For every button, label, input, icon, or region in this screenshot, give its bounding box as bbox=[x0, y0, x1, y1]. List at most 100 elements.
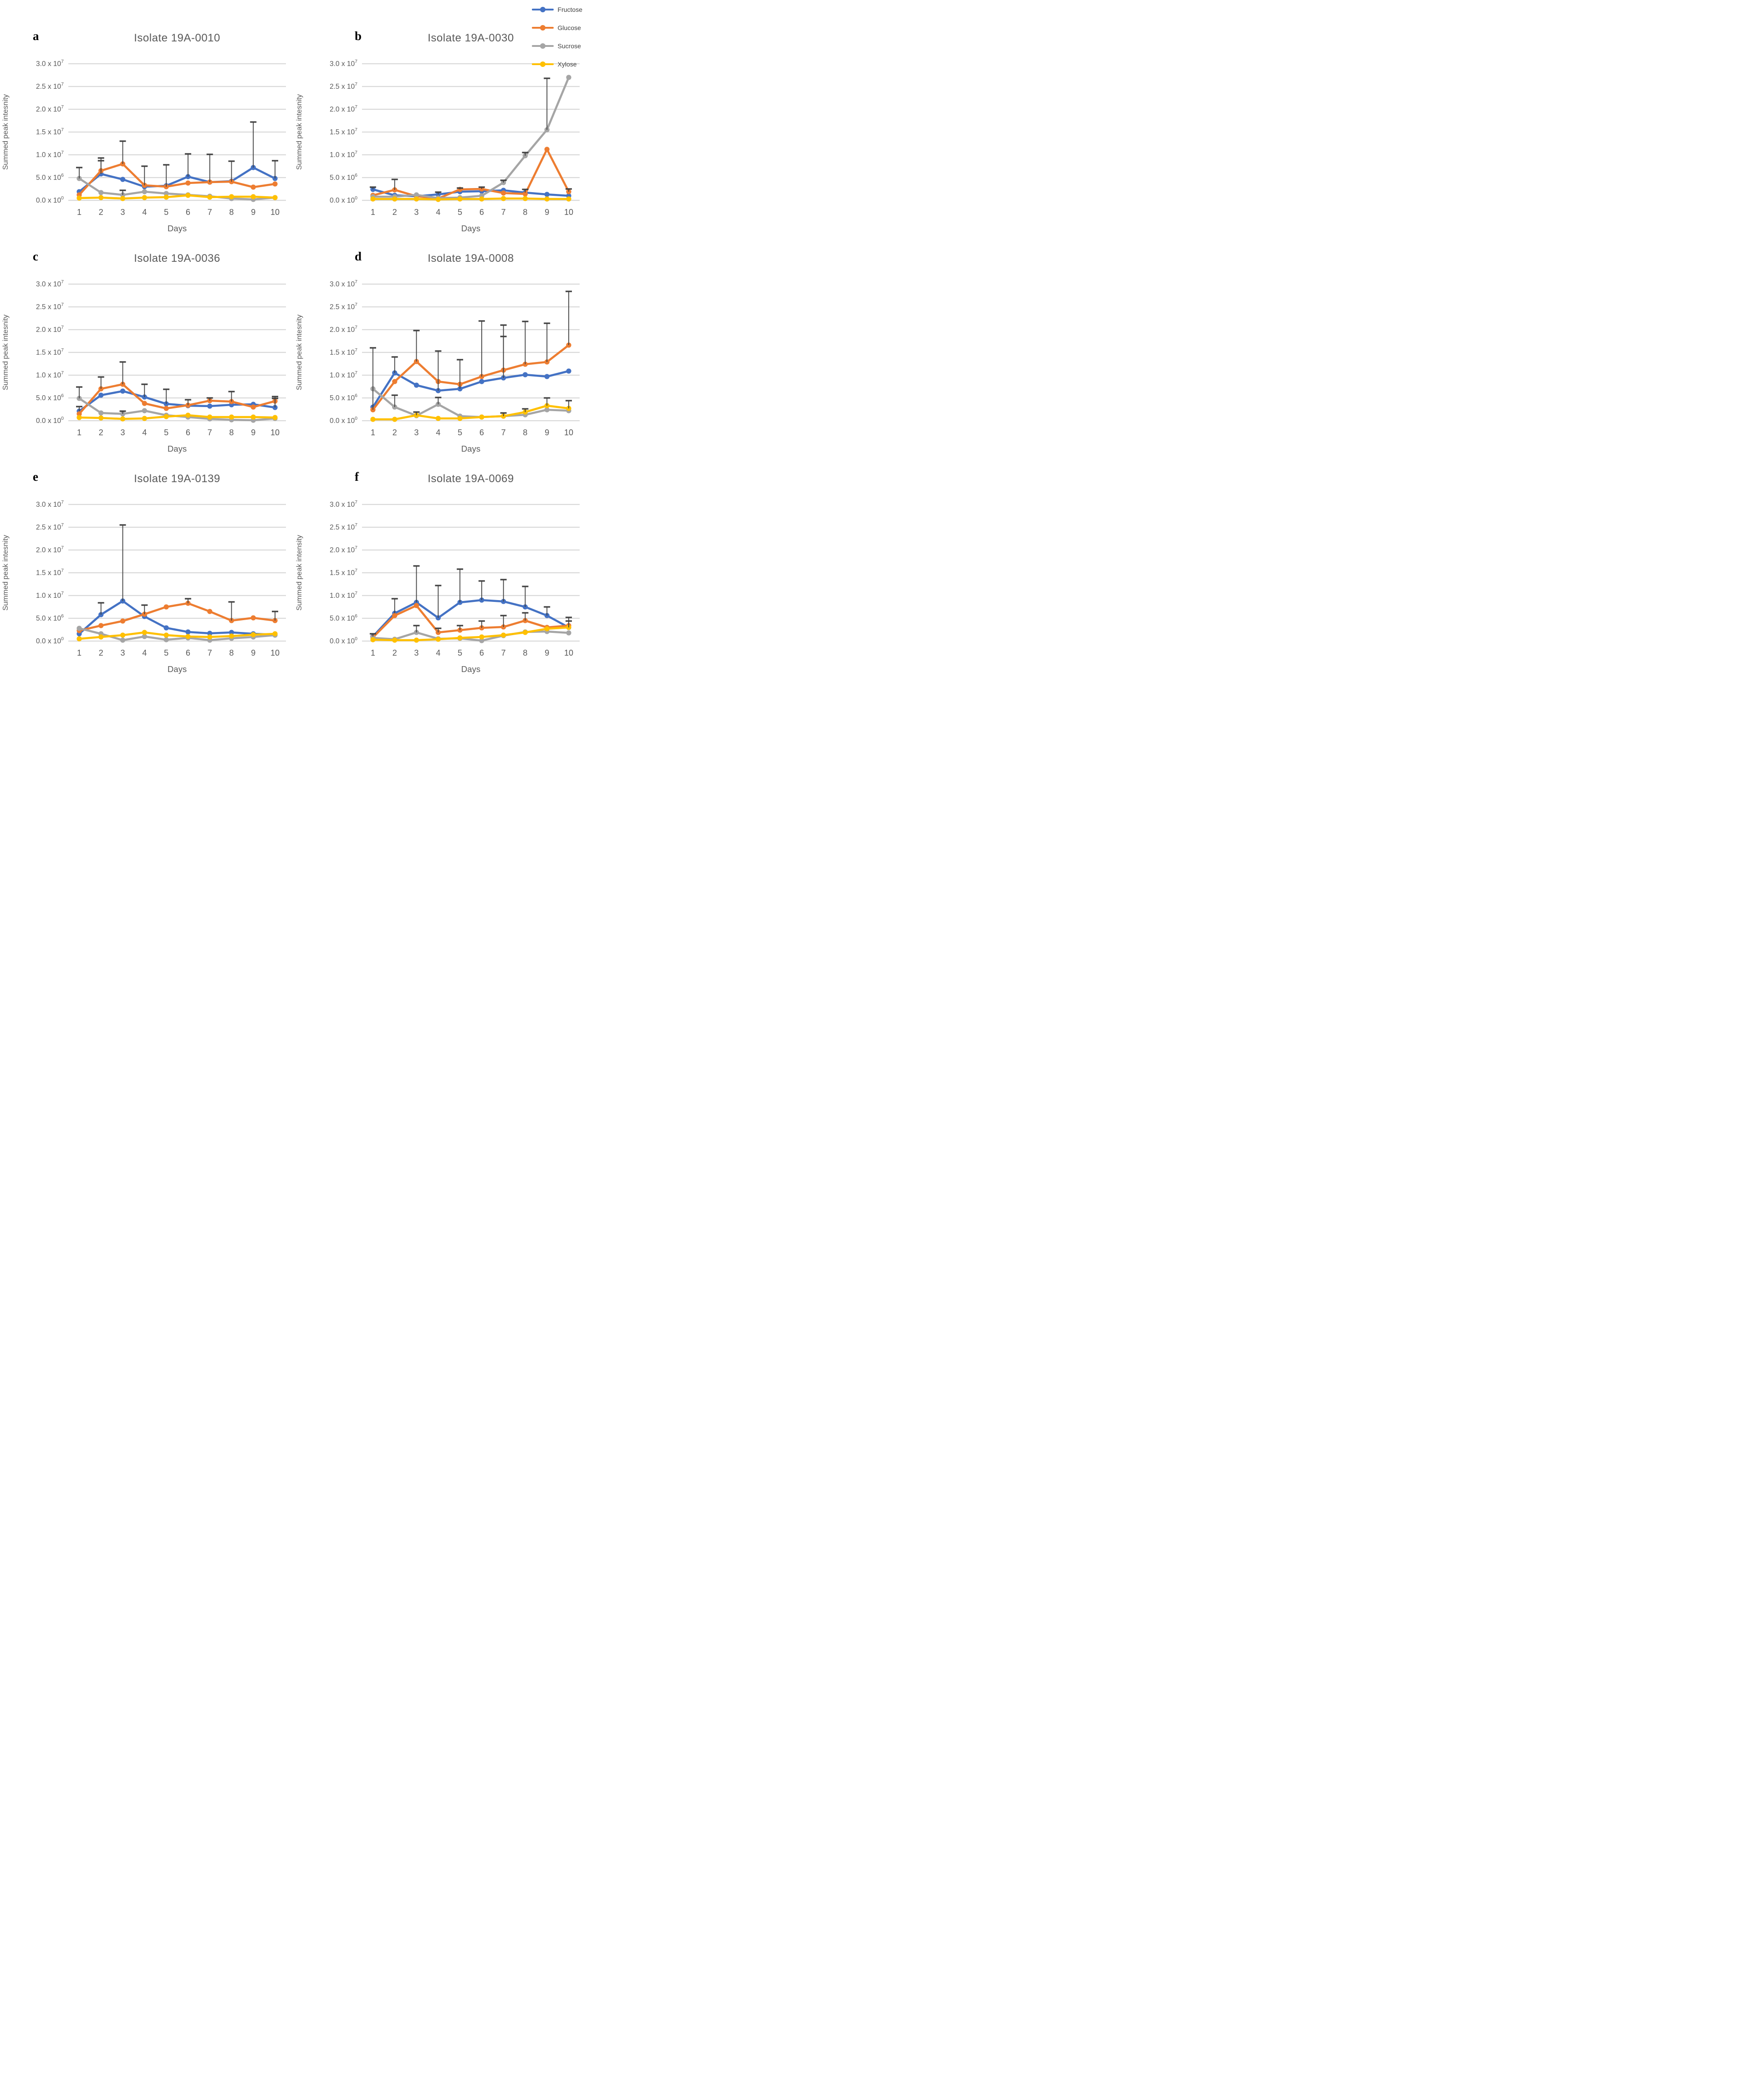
data-point-xylose-day5 bbox=[163, 194, 169, 200]
data-point-xylose-day8 bbox=[229, 414, 235, 420]
line-chart: 3.0 x 107 2.5 x 107 2.0 x 107 1.5 x 107 1.0 … bbox=[2, 279, 286, 453]
chart-legend: Fructose Glucose Sucrose Xylose bbox=[531, 4, 582, 70]
data-point-glucose-day3 bbox=[413, 603, 419, 608]
figure-multi-panel-line-charts: Fructose Glucose Sucrose Xylose a Isolate 1… bbox=[0, 0, 588, 691]
x-tick-label: 1 bbox=[371, 648, 375, 657]
y-tick-label: 1.0 x 107 bbox=[36, 591, 64, 600]
x-tick-label: 2 bbox=[393, 648, 397, 657]
panel-title: Isolate 19A-0139 bbox=[134, 473, 220, 485]
data-point-glucose-day2 bbox=[392, 613, 398, 618]
y-tick-label: 5.0 x 106 bbox=[36, 613, 64, 622]
line-chart: 3.0 x 107 2.5 x 107 2.0 x 107 1.5 x 107 1.0 … bbox=[2, 59, 286, 233]
data-point-xylose-day3 bbox=[413, 196, 419, 202]
series-line-sucrose bbox=[78, 177, 276, 201]
data-point-sucrose-day1 bbox=[76, 626, 82, 631]
x-tick-label: 3 bbox=[414, 428, 419, 437]
panels-grid: a Isolate 19A-0010 3.0 x 107 2.5 x 107 2.0… bbox=[0, 29, 588, 687]
data-point-xylose-day9 bbox=[250, 194, 256, 199]
series-line-fructose bbox=[78, 166, 276, 193]
panel-title: Isolate 19A-0030 bbox=[428, 32, 514, 44]
x-tick-label: 3 bbox=[121, 208, 125, 217]
y-tick-label: 2.5 x 107 bbox=[330, 81, 357, 91]
legend-label: Sucrose bbox=[557, 42, 581, 50]
y-axis-title: Summed peak intesnity bbox=[296, 94, 303, 170]
data-point-glucose-day8 bbox=[522, 191, 528, 197]
y-tick-label: 5.0 x 106 bbox=[330, 613, 357, 622]
data-point-sucrose-day5 bbox=[163, 191, 169, 196]
y-tick-label: 5.0 x 106 bbox=[330, 173, 357, 182]
series-line-glucose bbox=[78, 163, 276, 196]
x-tick-label: 5 bbox=[164, 648, 168, 657]
data-point-glucose-day4 bbox=[142, 401, 147, 406]
x-axis-title: Days bbox=[168, 664, 187, 674]
data-point-glucose-day7 bbox=[501, 190, 506, 196]
series-line-glucose bbox=[372, 604, 570, 639]
data-point-sucrose-day2 bbox=[98, 410, 104, 416]
x-tick-label: 10 bbox=[564, 208, 573, 217]
panel-title: Isolate 19A-0010 bbox=[134, 32, 220, 44]
y-tick-label: 1.5 x 107 bbox=[330, 568, 357, 577]
legend-label: Glucose bbox=[557, 24, 581, 31]
x-tick-label: 7 bbox=[501, 208, 506, 217]
data-point-glucose-day7 bbox=[207, 609, 213, 614]
data-point-xylose-day1 bbox=[370, 637, 376, 642]
line-chart: 3.0 x 107 2.5 x 107 2.0 x 107 1.5 x 107 1.0 … bbox=[2, 499, 286, 674]
x-tick-label: 9 bbox=[251, 648, 255, 657]
x-tick-label: 7 bbox=[501, 428, 506, 437]
data-point-fructose-day9 bbox=[544, 192, 550, 197]
x-tick-label: 8 bbox=[523, 208, 527, 217]
data-point-xylose-day4 bbox=[142, 416, 147, 421]
x-tick-label: 4 bbox=[142, 428, 147, 437]
data-point-xylose-day10 bbox=[272, 195, 278, 200]
data-point-fructose-day8 bbox=[229, 630, 235, 635]
data-point-xylose-day3 bbox=[413, 637, 419, 643]
data-point-xylose-day2 bbox=[392, 417, 398, 422]
series-line-fructose bbox=[78, 600, 276, 636]
y-tick-label: 1.5 x 107 bbox=[36, 127, 64, 136]
y-tick-label: 3.0 x 107 bbox=[330, 499, 357, 509]
data-point-xylose-day1 bbox=[370, 417, 376, 422]
x-tick-label: 9 bbox=[545, 428, 549, 437]
y-tick-label: 2.0 x 107 bbox=[36, 325, 64, 334]
data-point-glucose-day6 bbox=[185, 180, 191, 186]
chart-panel: a Isolate 19A-0010 3.0 x 107 2.5 x 107 2.0… bbox=[0, 29, 294, 246]
x-tick-label: 4 bbox=[142, 648, 147, 657]
x-tick-label: 2 bbox=[99, 428, 103, 437]
data-point-glucose-day9 bbox=[250, 404, 256, 410]
legend-line-marker-icon bbox=[531, 6, 554, 12]
x-axis-title: Days bbox=[461, 224, 480, 233]
x-tick-label: 6 bbox=[186, 208, 190, 217]
y-tick-label: 5.0 x 106 bbox=[36, 173, 64, 182]
x-tick-label: 8 bbox=[229, 648, 234, 657]
data-point-sucrose-day10 bbox=[566, 630, 571, 636]
data-point-xylose-day8 bbox=[522, 630, 528, 635]
y-tick-label: 3.0 x 107 bbox=[36, 59, 64, 68]
panel-header: b Isolate 19A-0030 bbox=[355, 29, 580, 55]
y-tick-label: 1.0 x 107 bbox=[36, 150, 64, 159]
data-point-glucose-day3 bbox=[120, 618, 126, 624]
data-point-xylose-day4 bbox=[142, 630, 147, 635]
data-point-glucose-day1 bbox=[76, 411, 82, 417]
y-tick-label: 1.5 x 107 bbox=[330, 127, 357, 136]
data-point-xylose-day9 bbox=[250, 414, 256, 420]
y-tick-label: 2.0 x 107 bbox=[330, 545, 357, 554]
series-line-glucose bbox=[372, 344, 570, 411]
data-point-xylose-day9 bbox=[544, 196, 550, 202]
series-line-fructose bbox=[78, 390, 276, 413]
y-tick-label: 1.0 x 107 bbox=[36, 370, 64, 379]
data-point-xylose-day5 bbox=[163, 414, 169, 419]
x-tick-label: 6 bbox=[479, 428, 484, 437]
legend-label: Xylose bbox=[557, 60, 577, 68]
x-tick-label: 4 bbox=[436, 208, 440, 217]
x-axis-title: Days bbox=[461, 444, 480, 453]
data-point-xylose-day8 bbox=[522, 196, 528, 201]
data-point-xylose-day7 bbox=[207, 194, 213, 200]
data-point-xylose-day6 bbox=[185, 634, 191, 639]
x-tick-label: 2 bbox=[393, 428, 397, 437]
panel-letter: f bbox=[355, 470, 359, 484]
series-line-xylose bbox=[78, 414, 276, 420]
data-point-sucrose-day3 bbox=[120, 637, 126, 643]
panel-header: f Isolate 19A-0069 bbox=[355, 470, 580, 495]
series-line-sucrose bbox=[372, 387, 570, 418]
data-point-xylose-day6 bbox=[479, 414, 484, 420]
